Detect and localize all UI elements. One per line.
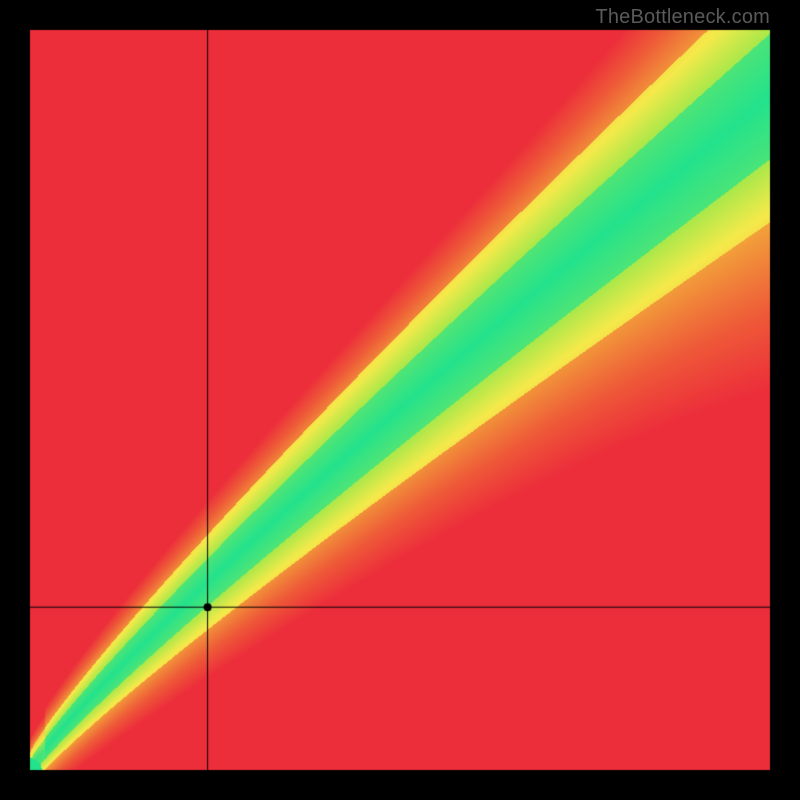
watermark-text: TheBottleneck.com — [595, 6, 770, 29]
bottleneck-heatmap — [0, 0, 800, 800]
chart-container: TheBottleneck.com — [0, 0, 800, 800]
